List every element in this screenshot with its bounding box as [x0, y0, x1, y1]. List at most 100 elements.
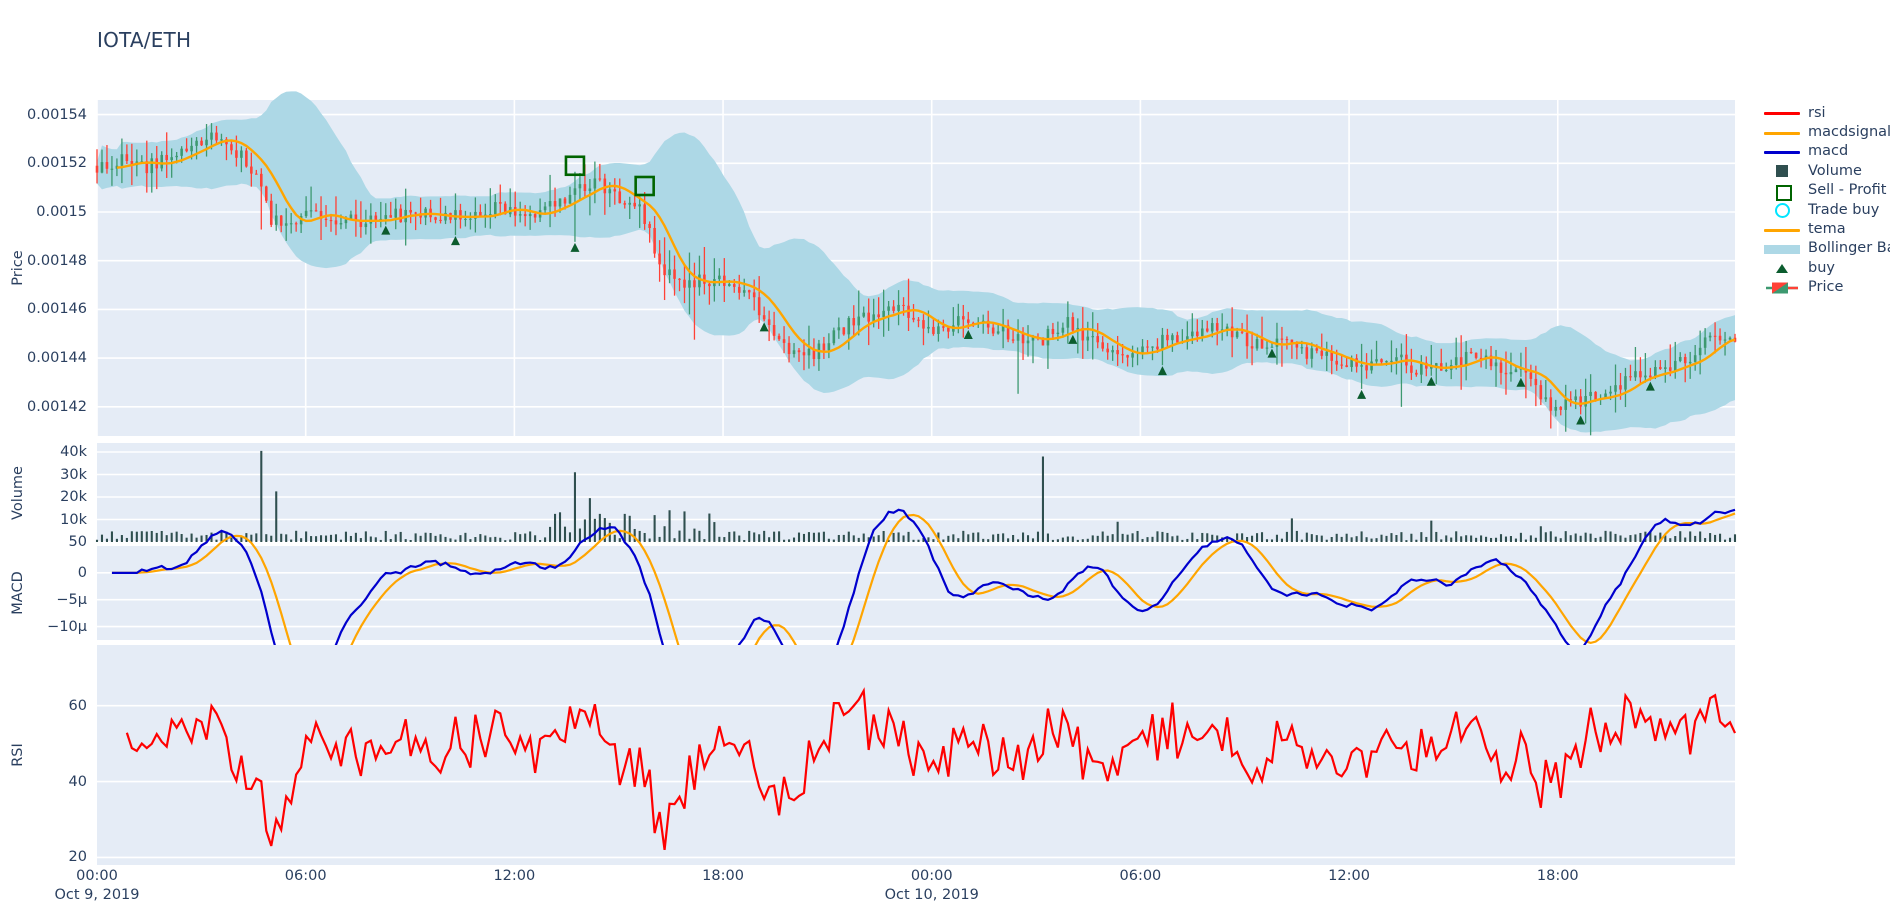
volume-bar	[155, 532, 158, 542]
volume-bar	[703, 539, 706, 542]
x-axis-tick: 12:00	[493, 868, 535, 884]
volume-bar	[1549, 531, 1552, 542]
buy-marker[interactable]	[1426, 376, 1436, 386]
buy-marker[interactable]	[1357, 389, 1367, 399]
buy-marker[interactable]	[381, 225, 391, 235]
volume-bar	[504, 540, 507, 542]
volume-ytick: 30k	[60, 466, 87, 483]
volume-bar	[464, 532, 467, 542]
legend-item-volume[interactable]: Volume	[1760, 161, 1890, 180]
buy-marker[interactable]	[570, 242, 580, 252]
volume-subplot[interactable]	[95, 443, 1737, 543]
band-icon	[1764, 244, 1800, 254]
volume-bar	[409, 540, 412, 542]
legend-line-swatch	[1760, 123, 1804, 142]
buy-marker[interactable]	[450, 236, 460, 246]
legend-band-swatch	[1760, 239, 1804, 258]
volume-bar	[165, 535, 168, 542]
volume-bar	[1375, 538, 1378, 542]
volume-bar	[1689, 531, 1692, 542]
volume-bar	[1226, 536, 1229, 542]
volume-bar	[290, 539, 293, 542]
volume-bar	[857, 537, 860, 542]
volume-bar	[1365, 537, 1368, 542]
buy-marker[interactable]	[1516, 377, 1526, 387]
legend-item-rsi[interactable]: rsi	[1760, 103, 1890, 122]
legend-item-macd[interactable]: macd	[1760, 142, 1890, 161]
volume-bar	[1330, 537, 1333, 542]
buy-marker[interactable]	[1157, 366, 1167, 376]
buy-marker[interactable]	[963, 330, 973, 340]
volume-bar	[1236, 533, 1239, 542]
volume-bar	[842, 534, 845, 542]
volume-bar	[1470, 535, 1473, 542]
volume-bar	[1435, 531, 1438, 542]
volume-bar	[558, 512, 562, 542]
volume-bar	[275, 491, 278, 542]
volume-bar	[887, 539, 890, 542]
rsi-subplot[interactable]	[97, 645, 1736, 865]
x-tick-time: 12:00	[1328, 868, 1370, 884]
volume-bar	[120, 535, 123, 542]
volume-bar	[1116, 521, 1119, 542]
legend-item-trade-buy[interactable]: Trade buy	[1760, 200, 1890, 219]
volume-bar	[105, 538, 108, 542]
sell-profit-marker[interactable]	[564, 155, 586, 177]
buy-marker[interactable]	[759, 322, 769, 332]
buy-marker[interactable]	[1645, 381, 1655, 391]
volume-bar	[1066, 536, 1069, 542]
volume-bar	[1012, 534, 1015, 542]
volume-bar	[1509, 536, 1512, 542]
volume-bar	[489, 537, 492, 542]
x-tick-time: 18:00	[702, 868, 744, 884]
legend-item-sell-profit[interactable]: Sell - Profit	[1760, 181, 1890, 201]
buy-marker[interactable]	[1267, 348, 1277, 358]
line-swatch-icon	[1764, 131, 1800, 135]
volume-bar	[115, 538, 118, 542]
volume-bar	[1126, 534, 1129, 542]
volume-bar	[374, 537, 377, 542]
volume-bar	[827, 538, 830, 542]
price-subplot[interactable]	[95, 91, 1737, 436]
legend-item-price[interactable]: Price	[1760, 278, 1890, 297]
buy-marker[interactable]	[1576, 415, 1586, 425]
volume-bar	[1320, 535, 1323, 542]
volume-bar	[474, 537, 477, 542]
volume-bar	[1544, 532, 1547, 542]
volume-bar	[1056, 539, 1059, 542]
legend-item-tema[interactable]: tema	[1760, 219, 1890, 238]
volume-bar	[1270, 539, 1274, 542]
volume-bar	[797, 532, 801, 542]
macd-subplot[interactable]	[97, 508, 1736, 740]
line-swatch-icon	[1764, 228, 1800, 232]
volume-bar	[1290, 518, 1293, 542]
volume-bar	[807, 532, 810, 542]
volume-bar	[1624, 537, 1627, 542]
volume-bar	[130, 531, 133, 542]
legend-item-bollinger-band[interactable]: Bollinger Band	[1760, 239, 1890, 258]
volume-bar	[708, 513, 711, 542]
sell-profit-marker[interactable]	[634, 175, 655, 197]
volume-bar	[1684, 537, 1687, 542]
buy-marker[interactable]	[1068, 334, 1078, 344]
volume-bar	[1485, 536, 1488, 542]
volume-bar	[663, 526, 666, 542]
volume-bar	[997, 533, 1000, 542]
x-axis-tick: 06:00	[285, 868, 327, 884]
legend[interactable]: rsi macdsignal macd Volume Sell - Profit Trad…	[1760, 103, 1890, 297]
legend-item-buy[interactable]: buy	[1760, 258, 1890, 277]
volume-bar	[1514, 538, 1517, 542]
volume-bar	[1176, 535, 1179, 542]
volume-bar	[1445, 535, 1448, 542]
volume-bar	[1251, 535, 1254, 542]
volume-bar	[1584, 532, 1587, 542]
volume-bar	[713, 522, 716, 542]
volume-bar	[1594, 537, 1597, 542]
legend-item-macdsignal[interactable]: macdsignal	[1760, 122, 1890, 141]
volume-bar	[1295, 530, 1298, 542]
volume-bar	[519, 534, 522, 542]
volume-bar	[1529, 535, 1532, 542]
volume-bar	[992, 534, 995, 542]
volume-bar	[1275, 534, 1278, 542]
volume-bar	[389, 539, 392, 542]
